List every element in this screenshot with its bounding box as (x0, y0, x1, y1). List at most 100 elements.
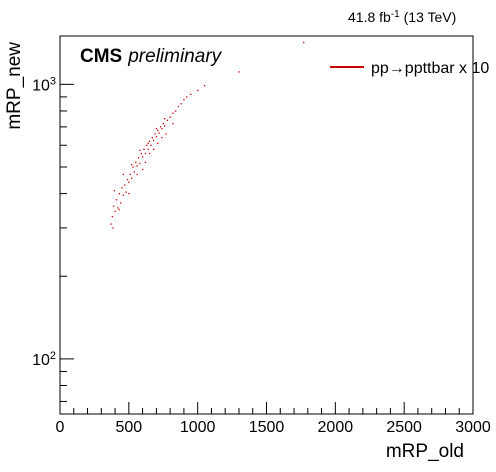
data-point (110, 223, 112, 225)
lumi-label: 41.8 fb-1 (13 TeV) (348, 9, 456, 26)
data-point (139, 149, 141, 152)
x-tick-label: 3000 (455, 419, 491, 436)
x-tick-label: 1000 (180, 419, 216, 436)
data-point (151, 136, 153, 139)
data-point (130, 164, 133, 166)
data-point (113, 205, 115, 207)
data-point (164, 125, 166, 127)
data-point (114, 210, 116, 212)
data-point (203, 84, 206, 87)
plot-frame (59, 35, 474, 415)
data-point (153, 139, 155, 142)
lumi-exponent: -1 (391, 9, 400, 20)
y-tick-exponent: 2 (50, 350, 56, 362)
data-point (130, 177, 133, 179)
data-point (121, 187, 123, 189)
lumi-value: 41.8 fb (348, 9, 391, 25)
data-point (177, 105, 180, 108)
data-point (157, 142, 159, 144)
cms-label: CMS preliminary (80, 46, 223, 67)
data-point (122, 194, 125, 196)
data-point (142, 168, 144, 171)
y-tick-base: 10 (32, 352, 50, 369)
data-point (172, 122, 174, 125)
x-tick-label: 2500 (386, 419, 422, 436)
data-point (115, 199, 118, 201)
data-point (112, 227, 114, 229)
data-point (164, 118, 166, 120)
data-point (153, 148, 155, 151)
data-point (136, 173, 138, 176)
series-points (110, 41, 305, 229)
data-point (150, 144, 152, 146)
data-point (126, 178, 129, 181)
data-point (147, 148, 149, 151)
data-point (128, 193, 130, 195)
data-point (137, 157, 140, 159)
x-axis-title: mRP_old (386, 441, 464, 462)
x-tick-label: 500 (115, 419, 142, 436)
data-point (186, 96, 188, 98)
x-tick-label: 0 (56, 419, 65, 436)
data-point (118, 193, 120, 195)
data-point (169, 116, 171, 118)
data-point (135, 161, 137, 164)
data-point (238, 71, 240, 73)
x-tick-label: 2000 (318, 419, 354, 436)
data-point (158, 132, 160, 134)
data-point (119, 202, 122, 204)
data-point (166, 119, 169, 121)
data-point (159, 126, 162, 128)
data-point (180, 103, 182, 105)
data-point (128, 181, 130, 183)
data-point (148, 152, 151, 155)
y-tick-exponent: 3 (50, 75, 56, 87)
data-point (183, 98, 185, 101)
data-point (190, 93, 192, 95)
data-point (148, 140, 151, 143)
data-point (142, 156, 144, 158)
data-point (155, 136, 158, 138)
data-point (165, 133, 167, 135)
data-point (132, 166, 134, 168)
data-point (197, 89, 199, 92)
y-tick-label: 102 (32, 350, 56, 369)
data-point (154, 133, 156, 135)
data-point (155, 127, 158, 130)
x-axis: 0 500 1000 1500 2000 2500 3000 (56, 402, 491, 436)
data-point (129, 173, 131, 176)
legend: pp→ppttbar x 10 (330, 60, 489, 77)
data-point (139, 162, 141, 165)
data-point (161, 136, 163, 139)
data-point (175, 110, 177, 112)
data-point (117, 207, 119, 209)
data-point (157, 129, 159, 132)
data-point (147, 142, 149, 144)
data-point (144, 161, 147, 164)
data-point (146, 144, 148, 146)
data-point (113, 190, 116, 192)
data-point (122, 173, 125, 176)
data-point (136, 165, 138, 167)
data-point (124, 184, 126, 186)
x-tick-label: 1500 (249, 419, 285, 436)
data-point (143, 148, 145, 151)
data-point (125, 191, 127, 193)
data-point (161, 127, 163, 130)
cms-name: CMS (80, 46, 122, 67)
data-point (144, 152, 147, 155)
data-point (133, 171, 136, 173)
lumi-energy: (13 TeV) (400, 9, 457, 25)
data-point (162, 122, 164, 125)
data-point (172, 112, 174, 114)
data-point (140, 152, 142, 155)
y-axis-title: mRP_new (4, 42, 25, 130)
cms-status: preliminary (127, 46, 222, 67)
data-point (118, 208, 120, 211)
data-point (111, 215, 114, 218)
y-tick-base: 10 (32, 77, 50, 94)
data-point (303, 41, 305, 44)
legend-label: pp→ppttbar x 10 (371, 60, 489, 77)
